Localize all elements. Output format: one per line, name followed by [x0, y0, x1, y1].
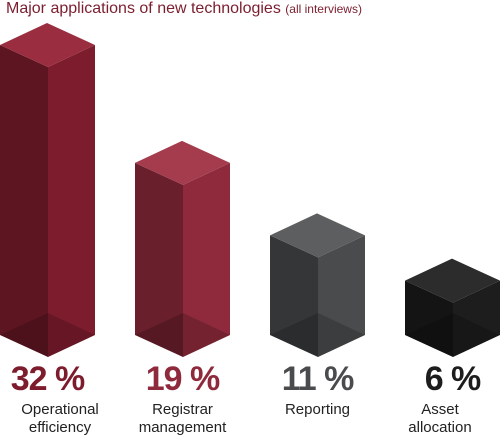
bar-bottom-shade: [405, 313, 500, 357]
chart-title-main: Major applications of new technologies: [6, 0, 281, 17]
bar-4: [405, 258, 500, 357]
bar-category-label: Registrar management: [138, 401, 227, 436]
chart-subtitle: (all interviews): [285, 2, 362, 16]
bar-top-face: [135, 140, 230, 185]
bar-bottom-shade: [135, 313, 230, 357]
bar-top-face: [0, 23, 95, 67]
bar-front-face: [135, 162, 183, 357]
bar-side-face: [453, 280, 500, 357]
bar-top-face: [405, 258, 500, 303]
bar-category-label: Operational efficiency: [21, 401, 99, 436]
bar-value-label: 19 %: [145, 360, 221, 398]
bar-side-face: [183, 162, 230, 357]
bar-front-face: [0, 45, 48, 357]
bar-front-face: [270, 235, 318, 357]
bar-bottom-shade: [270, 313, 365, 357]
bar-value-label: 6 %: [424, 360, 482, 398]
bar-side-face: [318, 235, 365, 357]
bar-1: [0, 23, 95, 357]
bar-3: [270, 213, 365, 357]
bar-side-face: [48, 45, 95, 357]
bar-bottom-shade: [0, 313, 95, 357]
chart-title: Major applications of new technologies (…: [6, 0, 362, 18]
bar-value-label: 11 %: [281, 360, 355, 398]
bar-top-face: [270, 213, 365, 258]
bar-value-label: 32 %: [10, 360, 86, 398]
bar-front-face: [405, 280, 453, 357]
bar-category-label: Asset allocation: [408, 401, 472, 436]
bar-2: [135, 140, 230, 357]
bar-category-label: Reporting: [284, 401, 351, 418]
